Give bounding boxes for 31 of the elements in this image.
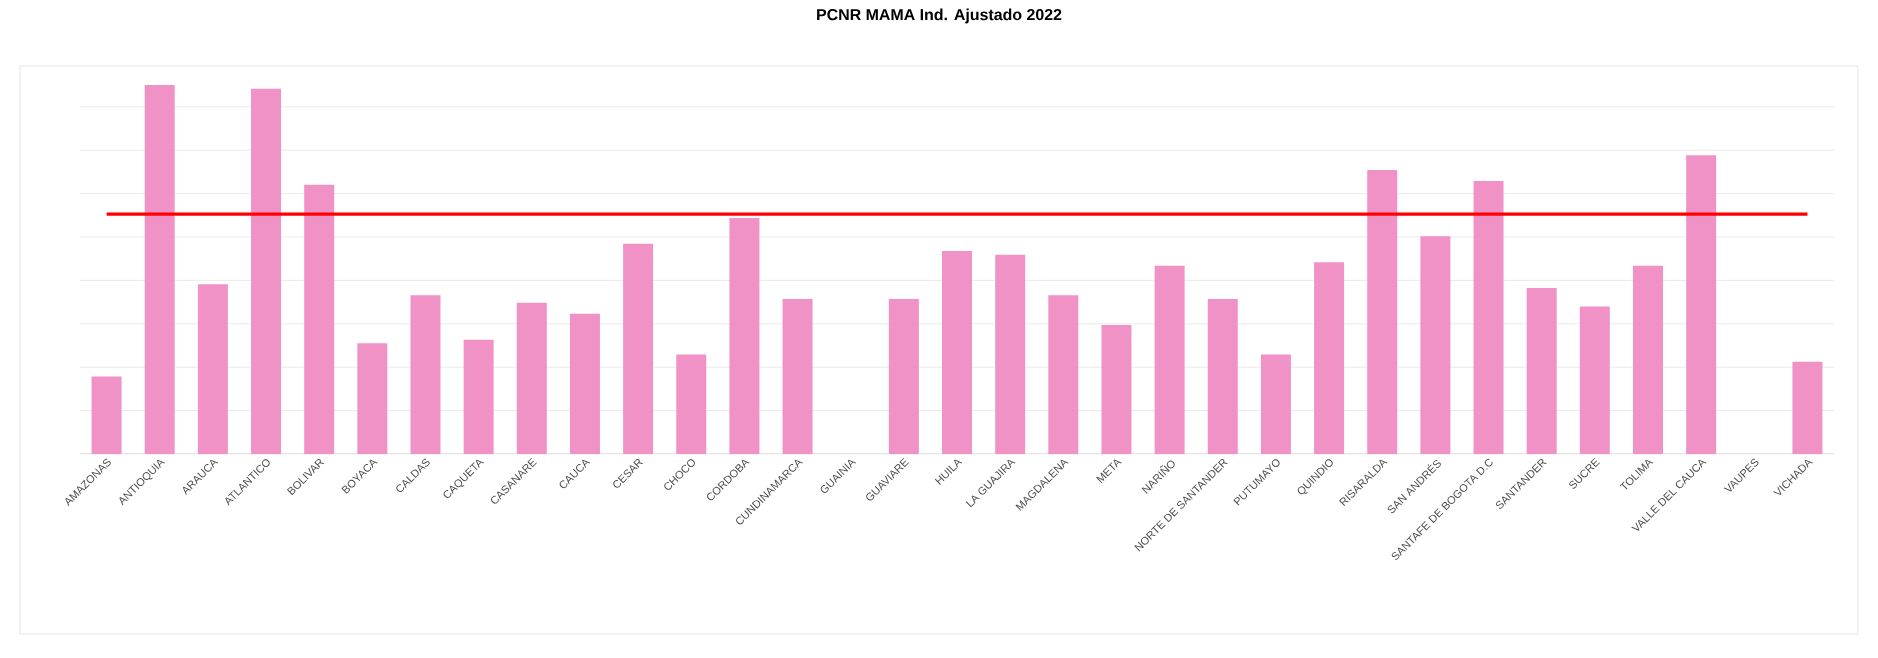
bar (1686, 155, 1717, 454)
bar (782, 299, 813, 454)
bar (1632, 265, 1663, 454)
bar (1579, 306, 1610, 454)
bar (569, 313, 600, 454)
bar (304, 184, 335, 454)
bar (1154, 265, 1185, 454)
bar (357, 343, 388, 454)
bar (410, 295, 441, 454)
bar (144, 85, 175, 454)
bar (1207, 299, 1238, 454)
bar (1101, 324, 1132, 454)
bar (1526, 287, 1557, 454)
bar (623, 243, 654, 454)
bar (1473, 180, 1504, 454)
bar (1420, 236, 1451, 454)
bar (91, 376, 122, 454)
bar (942, 251, 973, 454)
bar (516, 302, 547, 454)
bar (463, 339, 494, 454)
bar (197, 284, 228, 454)
bar (1260, 354, 1291, 454)
bar (251, 88, 282, 454)
bar (729, 217, 760, 454)
bar (1367, 169, 1398, 454)
bar (1048, 295, 1079, 454)
bar (1314, 262, 1345, 454)
bar (888, 299, 919, 454)
bar (676, 354, 707, 454)
bar (995, 254, 1026, 454)
bar (1792, 361, 1823, 454)
